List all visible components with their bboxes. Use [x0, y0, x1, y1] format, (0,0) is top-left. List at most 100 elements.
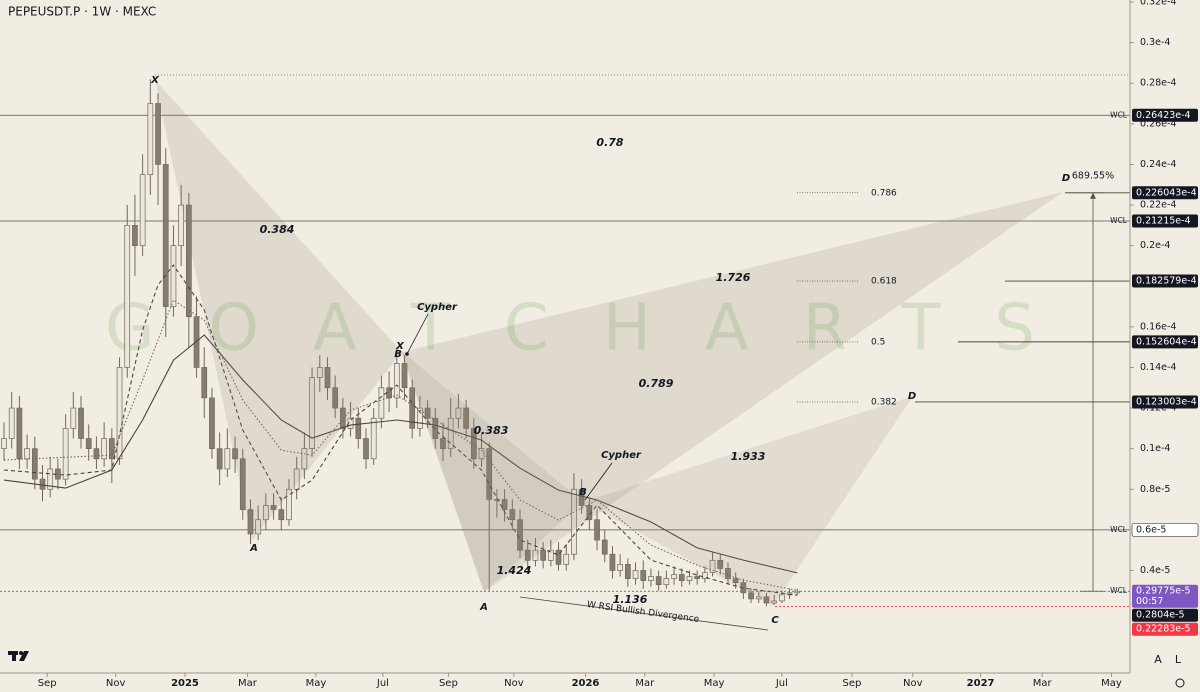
point-label: D	[908, 391, 916, 402]
candle-body	[101, 438, 107, 460]
scale-button[interactable]: L	[1175, 653, 1182, 666]
moving-average	[3, 299, 798, 591]
candle-body	[702, 572, 708, 579]
price-label-box	[1132, 395, 1198, 409]
candle-body	[640, 570, 647, 581]
settings-icon[interactable]	[1175, 678, 1185, 688]
candle-body	[370, 417, 377, 460]
candle-body	[686, 576, 693, 581]
wcl-label: WCL	[1110, 525, 1128, 534]
candle-body	[139, 174, 146, 247]
countdown: 00:57	[1136, 596, 1163, 607]
ratio-label: 0.78	[596, 136, 623, 149]
candle-body	[309, 377, 315, 450]
price-label: 0.6e-5	[1136, 524, 1166, 535]
price-label-box	[1132, 274, 1198, 288]
x-tick-label: 2027	[967, 678, 995, 689]
price-label-box	[1132, 335, 1198, 349]
candle-body	[648, 576, 654, 581]
price-label: 0.29775e-5	[1136, 586, 1191, 597]
scale-button[interactable]: A	[1154, 653, 1162, 666]
ratio-label: 1.933	[731, 450, 766, 463]
candle-body	[555, 549, 562, 565]
cypher-bcd	[583, 396, 913, 606]
price-label: 0.152604e-4	[1136, 336, 1197, 347]
ratio-label: 0.384	[260, 223, 295, 236]
y-tick-label: 0.32e-4	[1140, 0, 1176, 8]
wcl-label: WCL	[1110, 216, 1128, 225]
candle-body	[239, 458, 246, 510]
candle-body	[124, 224, 131, 368]
wcl-label: WCL	[1110, 586, 1128, 595]
candle-body	[178, 204, 184, 247]
point-label: D	[1062, 173, 1070, 184]
candle-body	[732, 578, 739, 584]
price-label-box	[1132, 108, 1198, 122]
candle-body	[470, 428, 477, 460]
candle-body	[147, 103, 154, 175]
candle-body	[547, 549, 554, 561]
candle-body	[332, 387, 339, 409]
x-tick-label: Sep	[843, 678, 862, 689]
candle-body	[748, 592, 754, 600]
candle-body	[108, 438, 115, 460]
candle-body	[316, 367, 323, 378]
logo-part	[19, 651, 29, 661]
x-tick-label: Nov	[106, 678, 126, 689]
price-label: 0.123003e-4	[1136, 396, 1197, 407]
logo	[8, 651, 29, 661]
overlay: WCL 0.786 WCL 0.618 0.5 0.382 WCL WCL 689.55%	[797, 110, 1130, 595]
candle-body	[393, 363, 400, 399]
point-label: B	[579, 487, 587, 498]
y-tick-label: 0.28e-4	[1140, 78, 1176, 89]
y-tick-label: 0.16e-4	[1140, 321, 1176, 332]
candle-body	[62, 428, 69, 480]
y-tick-label: 0.8e-5	[1140, 484, 1170, 495]
x-tick-label: Jul	[775, 678, 788, 689]
x-tick-label: Sep	[439, 678, 458, 689]
candle-body	[771, 600, 778, 604]
ratio-label: 1.726	[716, 271, 751, 284]
candle-body	[432, 417, 439, 439]
ratio-label: 0.383	[474, 424, 509, 437]
measure-label: 689.55%	[1072, 171, 1114, 182]
pattern-bcd	[402, 192, 1063, 592]
candle-body	[624, 564, 631, 579]
x-tick-label: Nov	[903, 678, 923, 689]
candle-body	[286, 488, 292, 521]
ratio-label: 1.136	[613, 593, 648, 606]
y-tick-label: 0.22e-4	[1140, 200, 1176, 211]
candle-body	[116, 367, 123, 460]
measure-arrow	[1090, 192, 1096, 199]
level-lines	[0, 114, 1130, 607]
candle-body	[162, 164, 169, 307]
point-label: X	[395, 341, 405, 352]
price-label: 0.226043e-4	[1136, 187, 1197, 198]
candle-body	[578, 488, 585, 506]
candle-body	[24, 448, 30, 460]
candle-body	[779, 594, 785, 602]
candle-body	[417, 407, 423, 429]
candle-body	[509, 509, 516, 521]
candle-body	[170, 245, 177, 307]
candle-body	[247, 509, 254, 535]
candle-body	[1, 438, 7, 450]
x-tick-label: Mar	[1033, 678, 1053, 689]
candle-body	[401, 363, 408, 389]
candle-body	[340, 407, 346, 429]
candle-body	[270, 505, 277, 510]
pointer-line	[584, 462, 613, 501]
candle-body	[524, 549, 531, 561]
x-tick-label: Sep	[38, 678, 57, 689]
candle-body	[355, 417, 362, 439]
candle-body	[540, 549, 546, 561]
point-label: B	[394, 349, 402, 360]
candle-body	[224, 448, 231, 470]
moving-average	[3, 334, 798, 574]
candle-body	[8, 407, 15, 439]
y-tick-label: 0.26e-4	[1140, 118, 1176, 129]
candle-body	[85, 438, 92, 450]
candle-body	[755, 596, 762, 600]
candle-body	[501, 499, 508, 510]
fib-label: 0.5	[871, 337, 885, 347]
